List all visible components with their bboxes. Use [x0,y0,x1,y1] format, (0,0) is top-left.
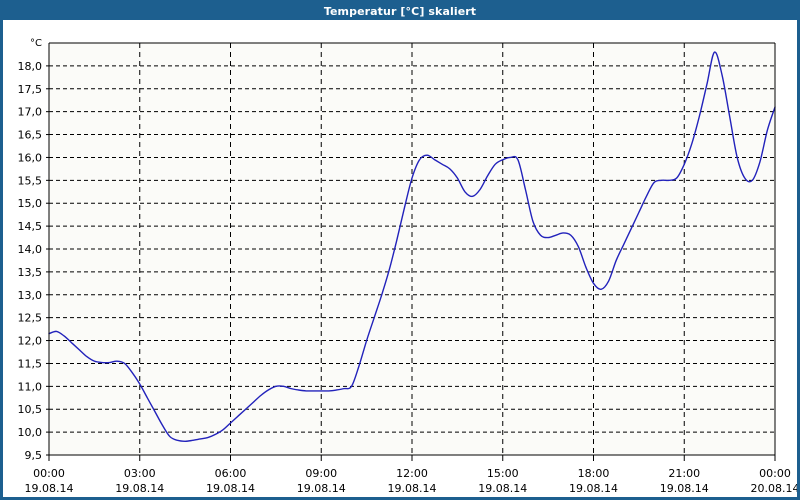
x-axis-time-label: 00:00 [33,467,65,480]
y-axis-tick-label: 17,0 [18,106,43,119]
x-axis-time-label: 12:00 [396,467,428,480]
y-axis-tick-label: 11,5 [18,357,43,370]
y-axis-tick-label: 11,0 [18,380,43,393]
x-axis-date-label: 19.08.14 [115,482,164,495]
y-axis-tick-label: 15,5 [18,174,43,187]
y-axis-unit-label: °C [30,38,42,49]
y-axis-tick-label: 15,0 [18,197,43,210]
x-axis-date-label: 19.08.14 [660,482,709,495]
vertical-gridlines [139,43,685,455]
temperature-line-chart: 18,0 17,5 17,0 16,5 16,0 15,5 15,0 14,5 14,0 13,5… [18,38,798,495]
y-axis-tick-label: 10,5 [18,403,43,416]
y-axis-tick-labels: 18,0 17,5 17,0 16,5 16,0 15,5 15,0 14,5 14,0 13,5… [18,60,43,462]
y-axis-tick-label: 14,0 [18,243,43,256]
x-axis-time-label: 06:00 [215,467,247,480]
x-axis-date-label: 19.08.14 [25,482,74,495]
x-axis-time-label: 09:00 [305,467,337,480]
y-axis-tick-label: 13,0 [18,289,43,302]
y-axis-tick-label: 9,5 [25,449,43,462]
window-title: Temperatur [°C] skaliert [323,5,477,18]
x-axis-date-label: 19.08.14 [297,482,346,495]
y-axis-tick-label: 12,5 [18,312,43,325]
window-title-bar: Temperatur [°C] skaliert [3,3,797,20]
y-axis-tick-label: 14,5 [18,220,43,233]
x-axis-date-label: 19.08.14 [569,482,618,495]
plot-frame [48,42,776,456]
y-axis-tick-label: 12,0 [18,335,43,348]
x-axis-time-label: 18:00 [578,467,610,480]
y-axis-tick-label: 16,0 [18,151,43,164]
x-axis-date-label: 19.08.14 [478,482,527,495]
chart-canvas: 18,0 17,5 17,0 16,5 16,0 15,5 15,0 14,5 14,0 13,5… [3,20,797,497]
x-axis-date-label: 20.08.14 [751,482,797,495]
y-axis-tick-label: 18,0 [18,60,43,73]
y-axis-tick-label: 17,5 [18,83,43,96]
x-axis-date-label: 19.08.14 [206,482,255,495]
horizontal-gridlines [49,65,775,456]
x-axis-time-label: 15:00 [487,467,519,480]
y-axis-tick-label: 16,5 [18,129,43,142]
x-axis-tick-labels: 00:00 19.08.14 03:00 19.08.14 06:00 19.08.14 0… [25,467,797,495]
x-axis-date-label: 19.08.14 [388,482,437,495]
x-axis-time-label: 00:00 [759,467,791,480]
x-axis-time-label: 21:00 [668,467,700,480]
temperature-series-line [48,51,776,442]
axis-tick-marks [46,65,776,461]
y-axis-tick-label: 13,5 [18,266,43,279]
y-axis-tick-label: 10,0 [18,426,43,439]
x-axis-time-label: 03:00 [124,467,156,480]
